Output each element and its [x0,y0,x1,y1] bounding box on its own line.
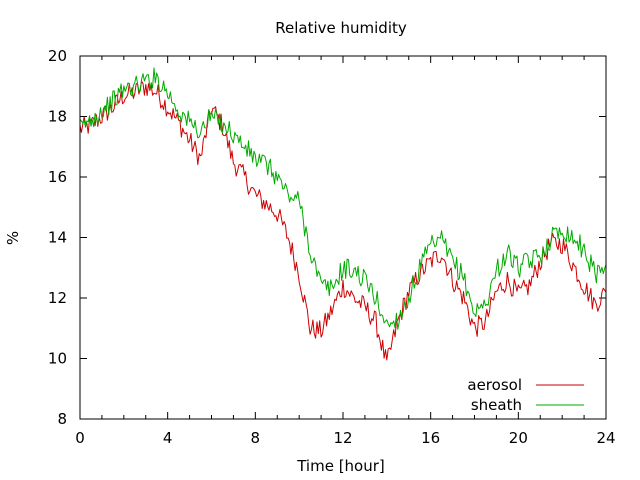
chart-title: Relative humidity [275,19,407,37]
y-tick-label: 14 [48,229,67,247]
y-tick-label: 16 [48,168,67,186]
legend-label-sheath: sheath [471,396,522,414]
y-tick-label: 10 [48,350,67,368]
axis-ticks: 0 4 8 12 16 20 24 8 10 12 14 16 18 20 [48,47,616,447]
y-tick-label: 8 [57,410,67,428]
y-tick-label: 12 [48,289,67,307]
plot-frame [79,55,607,420]
y-axis-label: % [4,231,22,245]
series-line-aerosol [79,80,607,361]
x-tick-label: 20 [509,429,528,447]
x-tick-label: 4 [163,429,173,447]
series-layer [79,67,607,361]
legend-label-aerosol: aerosol [467,376,522,394]
legend: aerosol sheath [467,376,584,414]
x-tick-label: 0 [75,429,85,447]
x-tick-label: 8 [251,429,261,447]
x-tick-label: 12 [333,429,352,447]
x-tick-label: 16 [421,429,440,447]
series-line-sheath [79,67,607,330]
x-axis-label: Time [hour] [296,457,385,475]
y-tick-label: 18 [48,108,67,126]
x-tick-label: 24 [596,429,615,447]
y-tick-label: 20 [48,47,67,65]
